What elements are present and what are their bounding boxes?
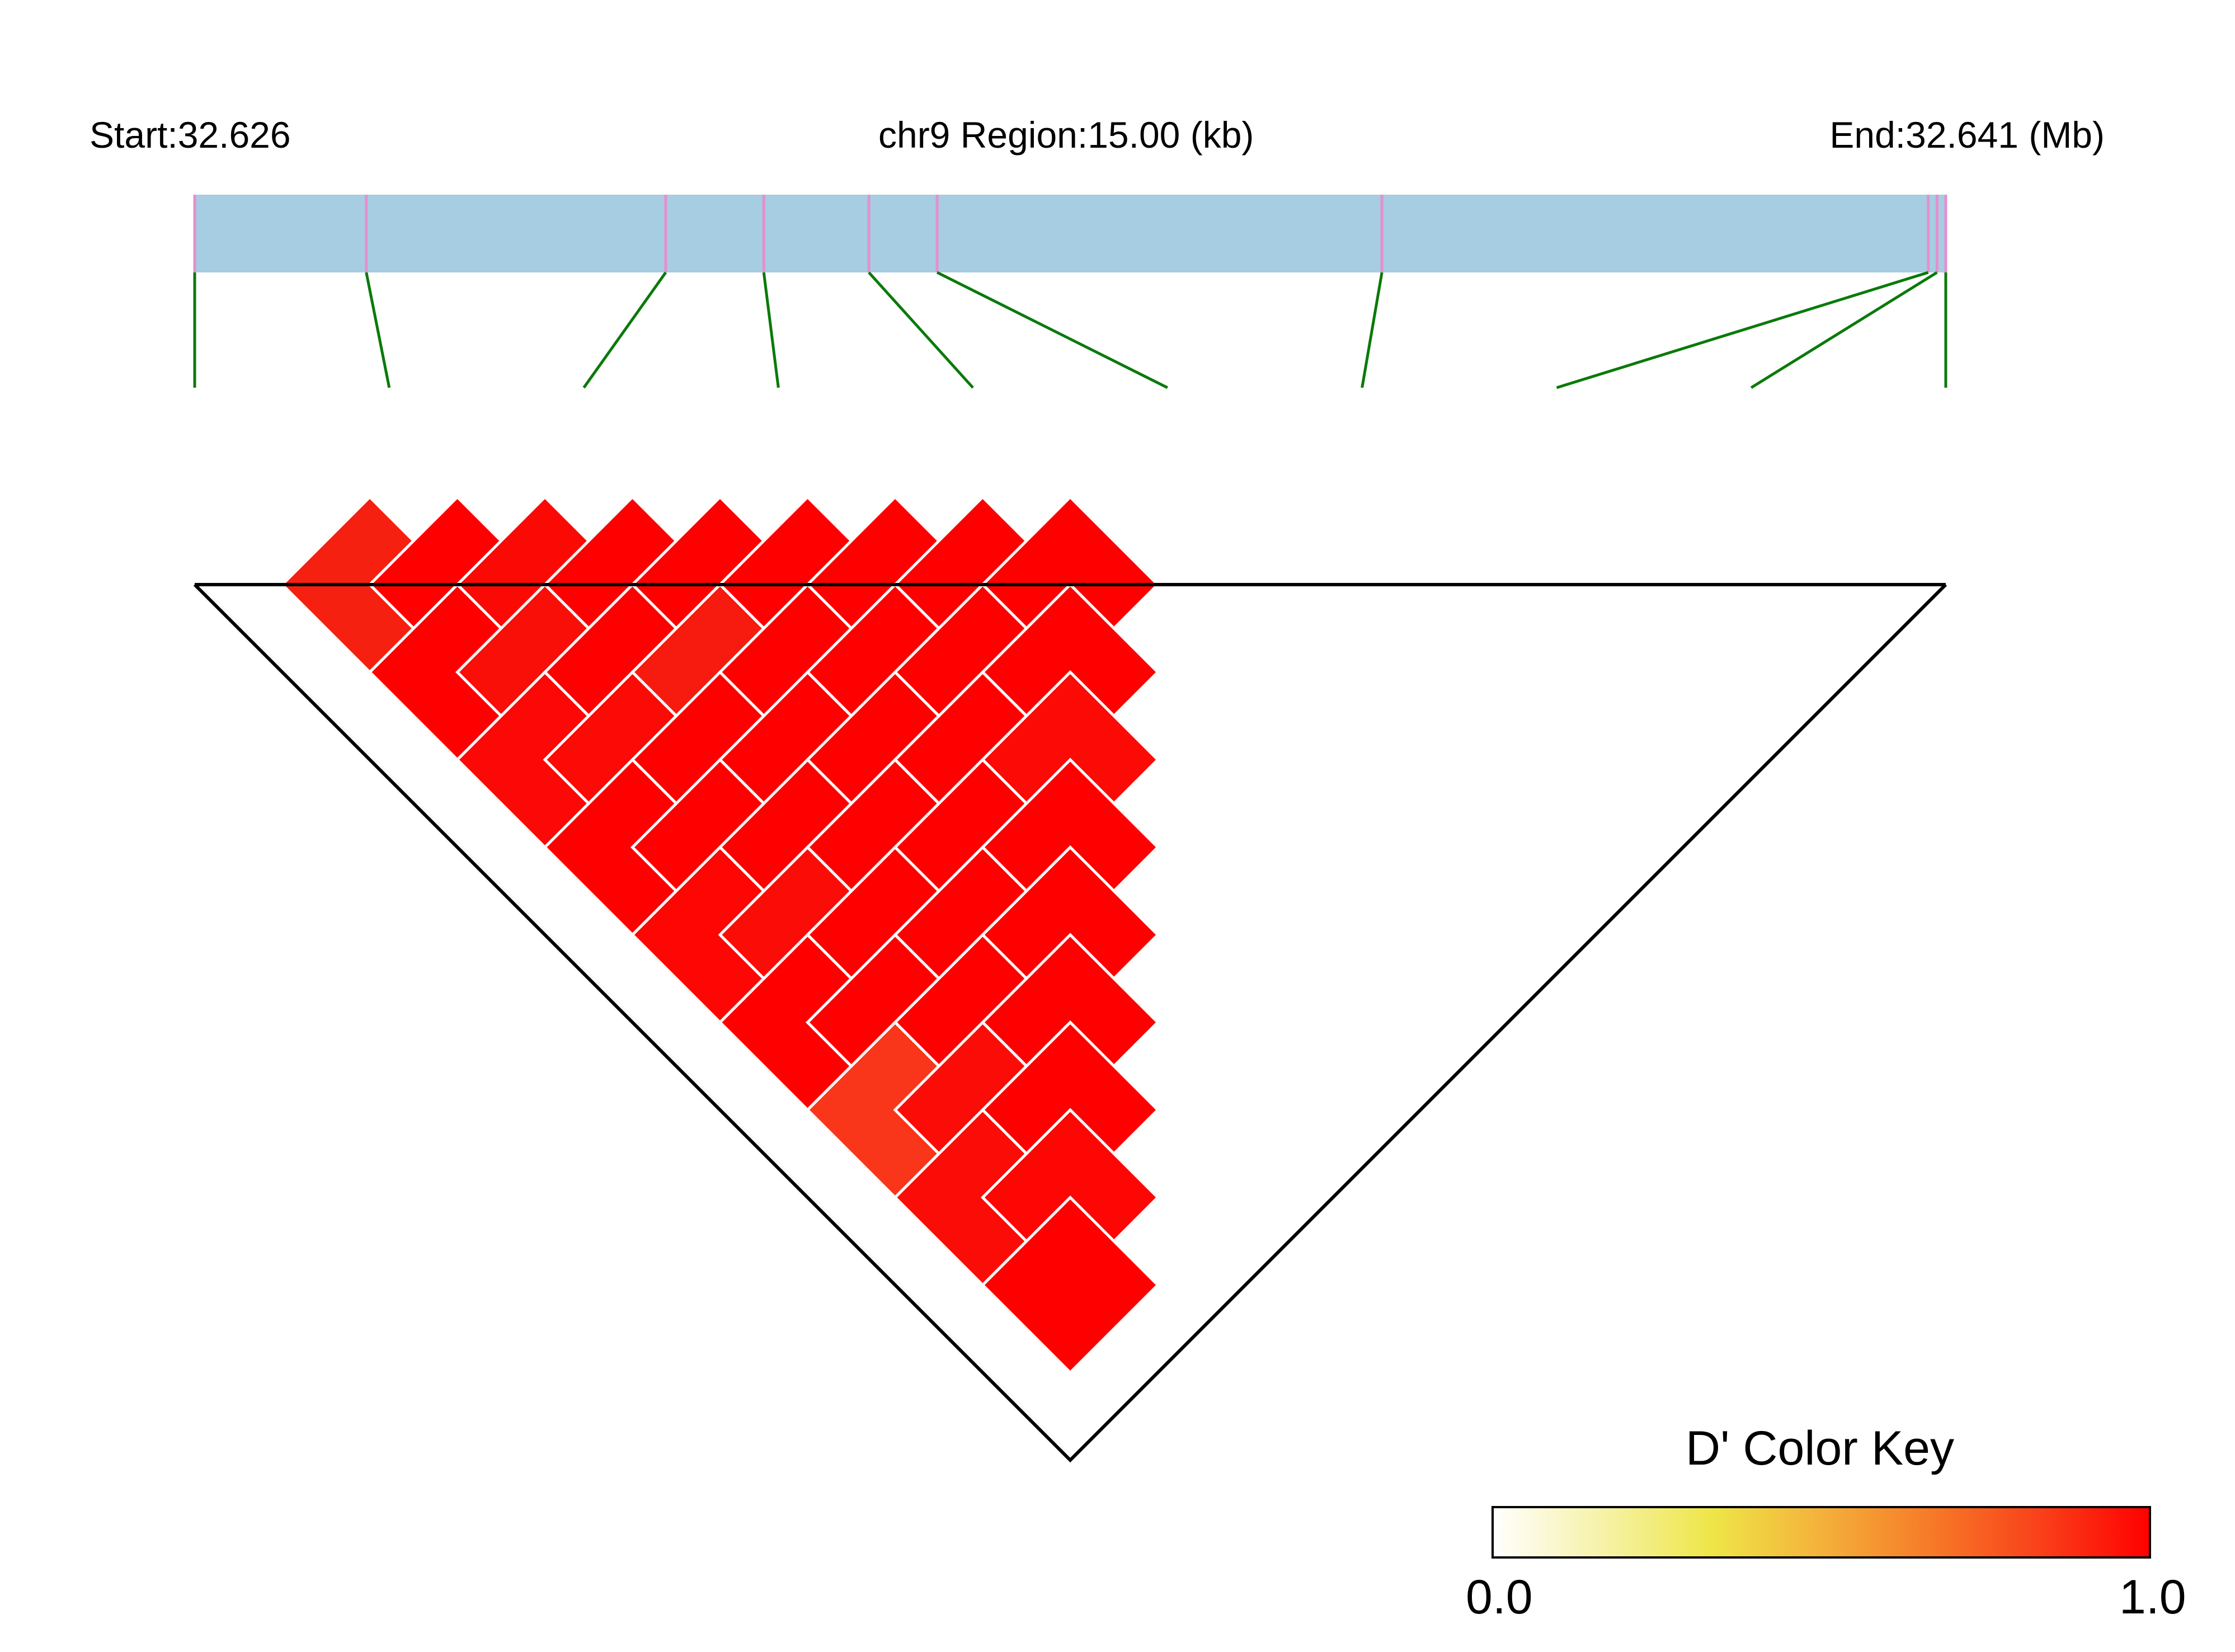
snp-connector	[1750, 271, 1938, 389]
heatmap-outline	[193, 583, 1947, 1463]
ld-cells	[280, 495, 1160, 1375]
region-size-label: chr9 Region:15.00 (kb)	[878, 114, 1254, 156]
color-key-min-label: 0.0	[1466, 1570, 1533, 1624]
snp-connector	[582, 271, 667, 389]
snp-connectors	[193, 271, 1947, 389]
region-end-label: End:32.641 (Mb)	[1829, 114, 2105, 156]
region-start-label: Start:32.626	[90, 114, 291, 156]
snp-connector	[365, 272, 391, 388]
snp-ticks	[193, 195, 1947, 272]
snp-connector	[1361, 272, 1384, 388]
snp-connector	[1556, 271, 1929, 389]
snp-connector	[762, 272, 780, 388]
color-key-bar	[1491, 1506, 2151, 1559]
snp-connector	[937, 271, 1169, 389]
region-bar	[195, 195, 1946, 272]
ld-cell	[980, 1195, 1160, 1375]
color-key-max-label: 1.0	[2119, 1570, 2186, 1624]
snp-connector	[868, 271, 974, 389]
color-key-title: D' Color Key	[1686, 1422, 1955, 1475]
